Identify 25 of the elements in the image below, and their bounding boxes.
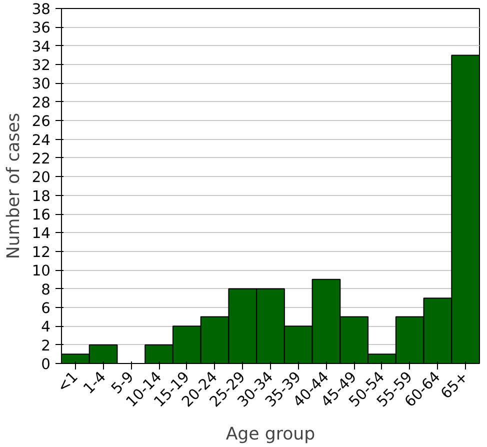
y-tick-label: 30 [32, 76, 51, 93]
y-tick-label: 10 [32, 262, 51, 280]
y-tick-label: 0 [41, 356, 51, 373]
y-tick-label: 36 [32, 20, 51, 37]
y-tick-label: 14 [32, 225, 51, 242]
y-tick-label: 26 [32, 113, 51, 130]
y-tick-label: 34 [32, 38, 51, 56]
y-axis-title: Number of cases [4, 112, 24, 260]
x-tick-label: <1 [54, 368, 82, 396]
x-tick-label: 65+ [438, 368, 472, 402]
y-tick-label: 8 [41, 281, 51, 298]
y-tick-label: 32 [32, 57, 51, 74]
y-tick-label: 28 [32, 94, 51, 112]
y-tick-label: 22 [32, 150, 51, 168]
x-tick-label: 1-4 [80, 368, 110, 398]
x-axis-title: Age group [226, 424, 316, 445]
y-tick-label: 2 [41, 337, 51, 354]
y-tick-label: 38 [32, 1, 51, 18]
y-tick-label: 20 [32, 169, 51, 186]
y-tick-label: 18 [32, 188, 51, 205]
y-tick-label: 12 [32, 244, 51, 261]
y-tick-label: 16 [32, 206, 51, 224]
y-tick-label: 6 [41, 300, 51, 317]
y-tick-label: 24 [32, 132, 51, 149]
y-tick-label: 4 [41, 318, 51, 336]
